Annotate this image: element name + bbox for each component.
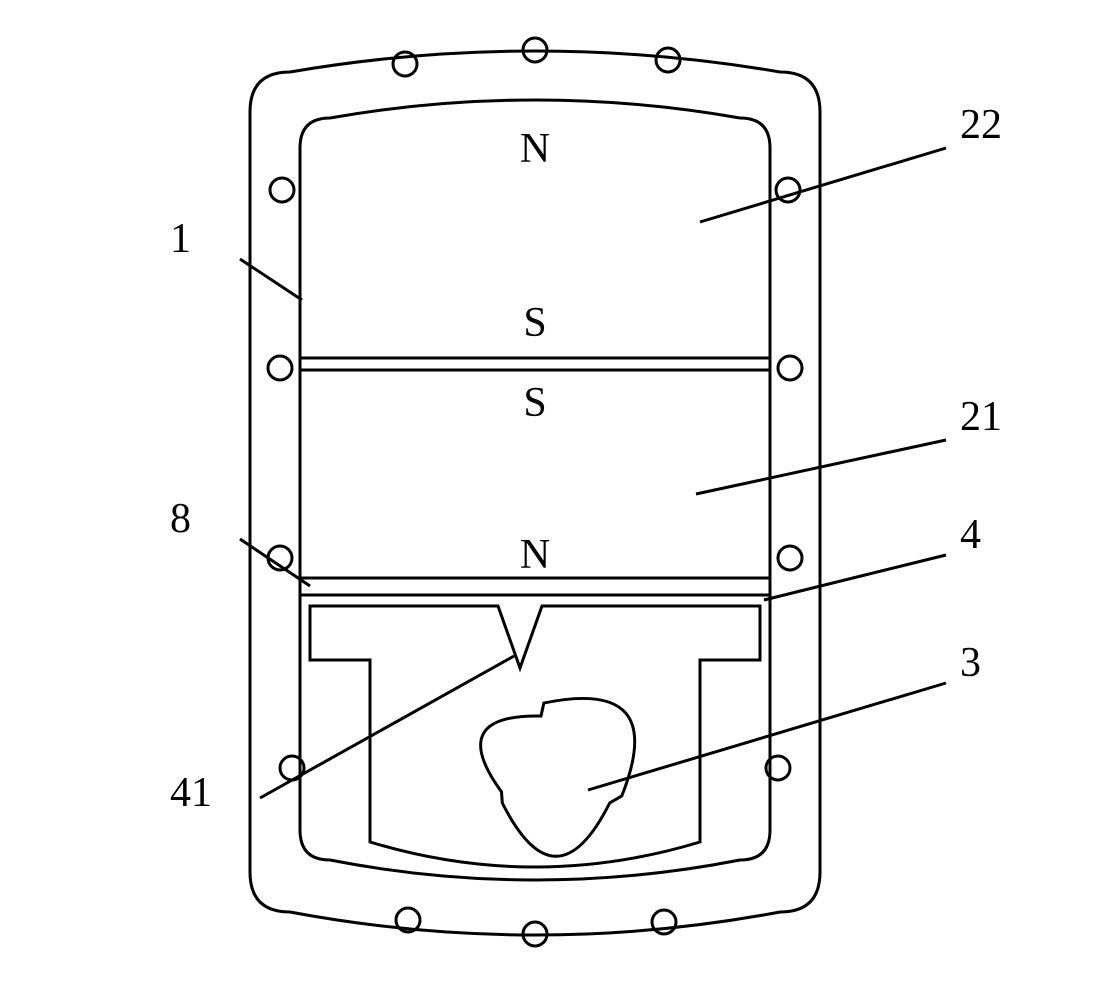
pole-label-n_mid: N [520, 532, 550, 578]
bolt-hole [778, 356, 802, 380]
callout-label-4: 4 [960, 512, 981, 558]
bolt-hole [656, 48, 680, 72]
callout-label-41: 41 [170, 770, 212, 816]
outer-frame [250, 51, 820, 935]
bolt-hole [778, 546, 802, 570]
bolt-hole [268, 356, 292, 380]
pole-label-s_upper: S [523, 300, 546, 346]
callout-label-21: 21 [960, 394, 1002, 440]
leader-line-4 [764, 555, 946, 600]
bolt-hole [270, 178, 294, 202]
pole-label-n_top: N [520, 126, 550, 172]
cam-shape [481, 698, 635, 856]
callout-label-1: 1 [170, 216, 191, 262]
leader-line-41 [260, 656, 514, 798]
cam-housing [310, 606, 760, 867]
pole-label-s_lower: S [523, 380, 546, 426]
leader-line-22 [700, 148, 946, 222]
bolt-hole [652, 910, 676, 934]
callout-label-3: 3 [960, 640, 981, 686]
callout-label-8: 8 [170, 496, 191, 542]
callout-label-22: 22 [960, 102, 1002, 148]
